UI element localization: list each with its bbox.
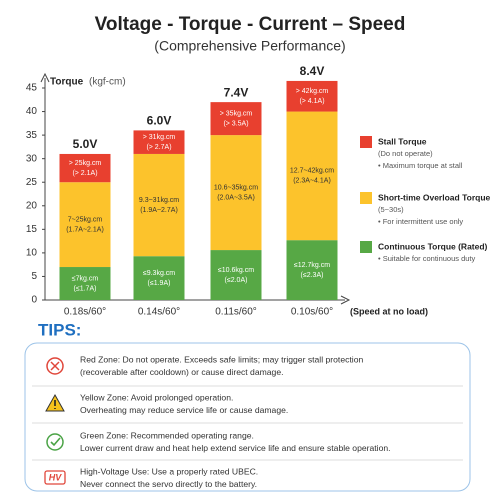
segment-sublabel: (2.0A~3.5A)	[217, 194, 255, 201]
legend-label: Stall Torque	[378, 136, 427, 146]
tip-line: Lower current draw and heat help extend …	[80, 443, 391, 453]
y-tick-label: 10	[26, 248, 38, 259]
bar-segment	[133, 130, 185, 154]
y-tick-label: 5	[31, 271, 37, 282]
bar-label: 6.0V	[147, 114, 172, 128]
x-tick-label: 0.14s/60°	[138, 307, 180, 318]
bar-segment	[210, 135, 262, 251]
segment-sublabel: (≤2.0A)	[225, 277, 248, 284]
segment-sublabel: (≤1.9A)	[148, 280, 171, 287]
bar-segment	[210, 102, 262, 136]
legend-label: Short-time Overload Torque	[378, 192, 491, 202]
y-tick-label: 35	[26, 130, 38, 141]
tip-line: High-Voltage Use: Use a properly rated U…	[80, 466, 258, 476]
tip-line: Yellow Zone: Avoid prolonged operation.	[80, 392, 233, 402]
icon-check	[46, 433, 64, 451]
x-label: (Speed at no load)	[350, 306, 428, 316]
segment-label: 10.6~35kg.cm	[214, 184, 258, 191]
bar-segment	[210, 250, 262, 300]
tips-title: TIPS:	[38, 320, 81, 339]
segment-label: 12.7~42kg.cm	[290, 168, 334, 175]
segment-label: > 31kg.cm	[143, 134, 176, 141]
bar-segment	[286, 111, 338, 241]
legend-note: • Suitable for continuous duty	[378, 254, 476, 263]
y-tick-label: 0	[31, 295, 37, 306]
segment-label: ≤12.7kg.cm	[294, 262, 330, 269]
title: Voltage - Torque - Current – Speed	[95, 14, 406, 35]
y-tick-label: 40	[26, 106, 38, 117]
bar-segment	[59, 153, 111, 183]
segment-sublabel: (> 3.5A)	[223, 120, 248, 127]
tip-line: Red Zone: Do not operate. Exceeds safe l…	[80, 354, 363, 364]
segment-sublabel: (≤2.3A)	[301, 272, 324, 279]
x-arrow	[340, 295, 351, 305]
segment-label: 9.3~31kg.cm	[139, 197, 179, 204]
y-tick-label: 30	[26, 153, 38, 164]
y-tick-label: 15	[26, 224, 38, 235]
legend-note: (Do not operate)	[378, 149, 433, 158]
segment-sublabel: (1.7A~2.1A)	[66, 226, 104, 233]
icon-hv-text: HV	[49, 472, 62, 482]
bar-segment	[59, 267, 111, 300]
bar-segment	[286, 80, 338, 112]
y-arrow	[40, 72, 50, 83]
tips-box	[24, 342, 471, 492]
legend-swatch	[360, 136, 372, 148]
y-tick-label: 45	[26, 83, 38, 94]
segment-label: > 25kg.cm	[69, 160, 102, 167]
y-unit: (kgf-cm)	[89, 77, 126, 88]
y-tick-label: 25	[26, 177, 38, 188]
segment-sublabel: (> 2.7A)	[146, 144, 171, 151]
y-tick-label: 20	[26, 200, 38, 211]
bar-label: 8.4V	[300, 64, 325, 78]
tip-line: Green Zone: Recommended operating range.	[80, 430, 254, 440]
segment-label: ≤9.3kg.cm	[143, 270, 175, 277]
legend-label: Continuous Torque (Rated)	[378, 241, 488, 251]
x-tick-label: 0.11s/60°	[215, 307, 257, 318]
bar-segment	[59, 182, 111, 268]
legend-note: • For intermittent use only	[378, 217, 463, 226]
bar-label: 5.0V	[73, 137, 98, 151]
legend-swatch	[360, 241, 372, 253]
segment-sublabel: (> 2.1A)	[72, 170, 97, 177]
icon-warning	[45, 393, 65, 412]
segment-label: ≤7kg.cm	[72, 275, 99, 282]
segment-label: ≤10.6kg.cm	[218, 267, 254, 274]
segment-sublabel: (≤1.7A)	[74, 285, 97, 292]
icon-stop	[46, 357, 64, 375]
legend-note: (5~30s)	[378, 205, 404, 214]
legend-note: • Maximum torque at stall	[378, 161, 463, 170]
bar-label: 7.4V	[224, 85, 249, 99]
segment-sublabel: (1.9A~2.7A)	[140, 207, 178, 214]
x-tick-label: 0.18s/60°	[64, 307, 106, 318]
segment-label: > 35kg.cm	[220, 110, 253, 117]
bar-segment	[133, 153, 185, 257]
segment-sublabel: (> 4.1A)	[299, 98, 324, 105]
segment-sublabel: (2.3A~4.1A)	[293, 178, 331, 185]
y-label: Torque	[50, 77, 84, 88]
bar-segment	[286, 240, 338, 300]
tip-line: (recoverable after cooldown) or cause di…	[80, 367, 284, 377]
segment-label: 7~25kg.cm	[68, 216, 103, 223]
icon-hv	[44, 470, 66, 485]
tip-line: Never connect the servo directly to the …	[80, 479, 257, 489]
legend-swatch	[360, 192, 372, 204]
x-tick-label: 0.10s/60°	[291, 307, 333, 318]
tip-line: Overheating may reduce service life or c…	[80, 405, 288, 415]
subtitle: (Comprehensive Performance)	[154, 38, 345, 54]
segment-label: > 42kg.cm	[296, 88, 329, 95]
bar-segment	[133, 256, 185, 300]
